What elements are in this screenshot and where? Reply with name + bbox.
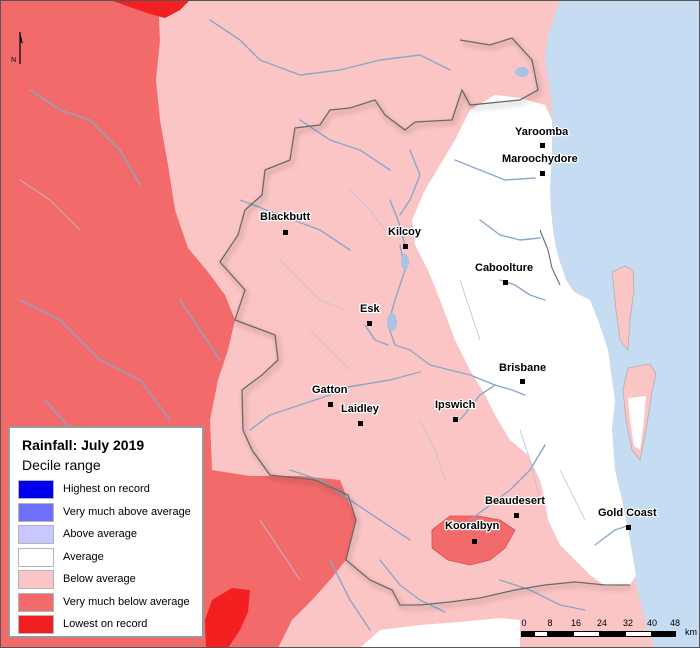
region-average-coast: [412, 95, 636, 586]
north-arrow-icon: N: [11, 32, 23, 64]
scale-bar-graphic: [521, 631, 676, 637]
town-label-gold-coast: Gold Coast: [598, 507, 657, 519]
scale-tick-label: 48: [669, 618, 681, 628]
lake-1: [515, 67, 529, 77]
legend-label: Above average: [63, 528, 137, 540]
town-marker-laidley: [358, 421, 363, 426]
legend-swatch: [18, 502, 54, 522]
town-marker-beaudesert: [514, 513, 519, 518]
lake-3: [387, 313, 397, 331]
town-label-kooralbyn: Kooralbyn: [445, 520, 500, 532]
town-label-ipswich: Ipswich: [435, 399, 476, 411]
legend-swatch: [18, 615, 54, 634]
town-marker-blackbutt: [283, 230, 288, 235]
town-marker-maroochydore: [540, 171, 545, 176]
region-boundary: [219, 37, 630, 606]
town-label-gatton: Gatton: [312, 384, 348, 396]
region-lowest-top: [110, 0, 190, 18]
legend-label: Very much below average: [63, 595, 190, 608]
scale-tick-label: 8: [547, 618, 553, 628]
town-label-caboolture: Caboolture: [475, 262, 533, 274]
north-label: N: [11, 57, 16, 64]
town-labels: Yaroomba Maroochydore Blackbutt Kilcoy C…: [259, 125, 659, 534]
legend-label: Highest on record: [63, 483, 150, 495]
town-marker-brisbane: [520, 379, 525, 384]
legend-swatch: [18, 547, 54, 567]
town-marker-esk: [367, 321, 372, 326]
legend-swatch: [18, 570, 54, 589]
lake-2: [401, 254, 409, 270]
town-marker-gatton: [328, 402, 333, 407]
town-marker-caboolture: [503, 280, 508, 285]
legend-subtitle: Decile range: [22, 457, 101, 473]
town-marker-kilcoy: [403, 244, 408, 249]
legend-label: Below average: [63, 573, 136, 585]
town-label-kilcoy: Kilcoy: [388, 226, 422, 238]
town-label-laidley: Laidley: [341, 403, 380, 415]
scale-tick-label: 16: [570, 618, 582, 628]
region-average-south: [360, 618, 520, 648]
legend-swatch: [18, 525, 54, 544]
town-label-brisbane: Brisbane: [499, 362, 546, 374]
town-markers: [283, 143, 631, 544]
town-label-beaudesert: Beaudesert: [485, 495, 545, 507]
town-label-maroochydore: Maroochydore: [502, 153, 578, 165]
region-boundary-east: [539, 229, 561, 286]
scale-tick-label: 32: [622, 618, 634, 628]
legend: Rainfall: July 2019 Decile range Highest…: [8, 426, 204, 638]
town-marker-yaroomba: [540, 143, 545, 148]
island-north: [611, 265, 635, 352]
legend-title: Rainfall: July 2019: [22, 437, 145, 453]
legend-swatch: [18, 480, 54, 499]
legend-label: Very much above average: [63, 505, 191, 518]
town-label-yaroomba: Yaroomba: [515, 126, 569, 138]
legend-swatch: [18, 592, 54, 612]
scale-unit: km: [685, 627, 697, 637]
island-south-white: [628, 396, 646, 450]
legend-label: Lowest on record: [63, 618, 148, 630]
town-marker-ipswich: [453, 417, 458, 422]
town-marker-gold-coast: [626, 525, 631, 530]
region-lowest-bottom: [205, 588, 250, 648]
rivers: [19, 19, 631, 631]
scale-bar: 0 8 16 24 32 40 48 km: [515, 616, 699, 646]
scale-tick-label: 0: [521, 618, 527, 628]
scale-tick-label: 40: [646, 618, 658, 628]
town-label-esk: Esk: [360, 303, 380, 315]
town-marker-kooralbyn: [472, 539, 477, 544]
scale-tick-label: 24: [596, 618, 608, 628]
legend-label: Average: [63, 550, 104, 563]
town-label-blackbutt: Blackbutt: [260, 211, 310, 223]
